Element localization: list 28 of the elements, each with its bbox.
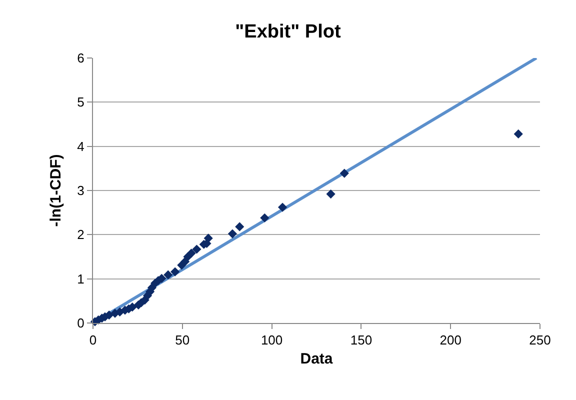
- point: [170, 267, 180, 276]
- x-tick-label: 100: [260, 332, 283, 348]
- chart-title: "Exbit" Plot: [235, 21, 342, 42]
- x-tick-label: 200: [440, 332, 462, 348]
- point: [228, 229, 238, 238]
- point: [340, 168, 349, 178]
- y-tick-label: 5: [77, 94, 84, 110]
- point: [235, 222, 244, 232]
- point: [192, 244, 202, 254]
- x-axis-title: Data: [300, 350, 334, 368]
- y-axis-title: -ln(1-CDF): [47, 154, 64, 227]
- point: [204, 234, 213, 243]
- x-tick-label: 250: [529, 332, 551, 348]
- x-tick-label: 50: [175, 332, 190, 348]
- y-tick-label: 3: [77, 183, 84, 198]
- point: [326, 189, 336, 199]
- x-tick-label: 150: [350, 332, 372, 348]
- point: [278, 202, 288, 212]
- point: [260, 213, 270, 222]
- y-tick-label: 0: [77, 316, 84, 331]
- point: [514, 129, 523, 139]
- point: [164, 270, 173, 280]
- y-tick-label: 2: [77, 227, 84, 242]
- y-tick-label: 4: [77, 138, 84, 154]
- y-tick-label: 1: [77, 271, 84, 286]
- y-tick-label: 6: [77, 50, 84, 66]
- x-tick-label: 0: [89, 332, 97, 348]
- point: [186, 248, 196, 258]
